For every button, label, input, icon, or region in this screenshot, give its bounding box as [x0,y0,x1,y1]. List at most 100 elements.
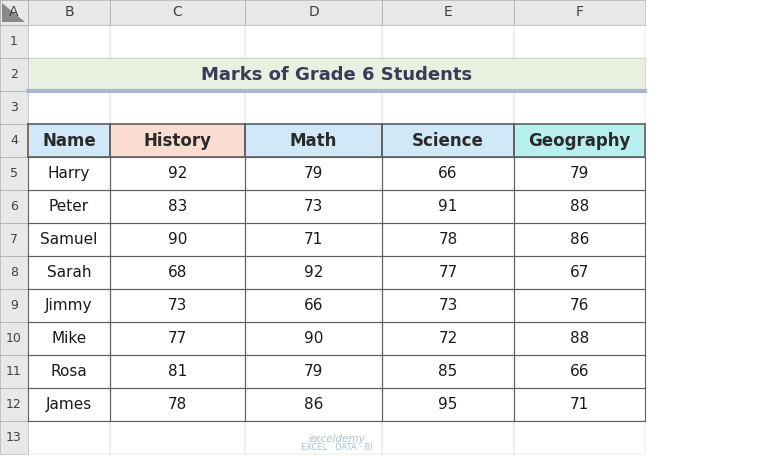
Text: B: B [64,6,74,19]
Bar [110,25,245,58]
Bar [28,355,110,388]
Text: 76: 76 [570,298,589,313]
Text: 92: 92 [168,166,187,181]
Text: 68: 68 [168,265,187,280]
Text: 91: 91 [438,199,458,214]
Bar [382,421,514,454]
Text: 85: 85 [439,364,458,379]
Bar [110,322,245,355]
Text: 6: 6 [10,200,18,213]
Bar [245,91,382,124]
Text: 12: 12 [6,398,22,411]
Text: 73: 73 [168,298,187,313]
Bar [382,124,514,157]
Bar [514,355,645,388]
Text: 11: 11 [6,365,22,378]
Bar [28,223,110,256]
Bar [382,388,514,421]
Bar [382,0,514,25]
Bar [28,322,110,355]
Text: 73: 73 [304,199,323,214]
Bar [245,388,382,421]
Bar [0,355,28,388]
Bar [245,25,382,58]
Text: 67: 67 [570,265,589,280]
Bar [28,91,110,124]
Text: Mike: Mike [51,331,87,346]
Text: 78: 78 [168,397,187,412]
Bar [0,58,28,91]
Bar [382,91,514,124]
Text: 79: 79 [570,166,589,181]
Text: 73: 73 [438,298,458,313]
Bar [0,157,28,190]
Text: F: F [575,6,584,19]
Text: 83: 83 [168,199,187,214]
Bar [245,190,382,223]
Bar [28,157,110,190]
Bar [28,289,110,322]
Text: 4: 4 [10,134,18,147]
Text: Harry: Harry [48,166,91,181]
Bar [0,388,28,421]
Bar [245,355,382,388]
Bar [514,322,645,355]
Text: C: C [173,6,183,19]
Bar [28,0,110,25]
Text: Rosa: Rosa [51,364,87,379]
Text: D: D [308,6,319,19]
Bar [0,421,28,454]
Text: 72: 72 [439,331,458,346]
Text: EXCEL · DATA · BI: EXCEL · DATA · BI [301,443,373,452]
Text: James: James [46,397,92,412]
Bar [110,289,245,322]
Text: 88: 88 [570,331,589,346]
Text: exceldemy: exceldemy [308,434,365,444]
Bar [245,223,382,256]
Text: 92: 92 [304,265,323,280]
Text: 10: 10 [6,332,22,345]
Bar [110,355,245,388]
Bar [28,58,645,91]
Text: 90: 90 [168,232,187,247]
Bar [245,289,382,322]
Text: 1: 1 [10,35,18,48]
Text: A: A [9,6,18,19]
Text: Peter: Peter [49,199,89,214]
Text: 81: 81 [168,364,187,379]
Bar [0,25,28,58]
Bar [514,25,645,58]
Text: 2: 2 [10,68,18,81]
Bar [245,157,382,190]
Bar [0,124,28,157]
Bar [245,421,382,454]
Text: 77: 77 [168,331,187,346]
Text: 78: 78 [439,232,458,247]
Bar [382,157,514,190]
Bar [110,256,245,289]
Text: 79: 79 [304,364,323,379]
Text: 86: 86 [570,232,589,247]
Bar [514,190,645,223]
Text: Jimmy: Jimmy [45,298,93,313]
Bar [245,322,382,355]
Bar [0,91,28,124]
Bar [514,91,645,124]
Text: Marks of Grade 6 Students: Marks of Grade 6 Students [201,65,472,84]
Text: 66: 66 [304,298,323,313]
Text: 88: 88 [570,199,589,214]
Bar [245,0,382,25]
Bar [110,223,245,256]
Bar [382,322,514,355]
Bar [110,157,245,190]
Text: 5: 5 [10,167,18,180]
Bar [514,388,645,421]
Bar [382,289,514,322]
Text: 86: 86 [304,397,323,412]
Bar [382,223,514,256]
Text: 77: 77 [439,265,458,280]
Bar [514,223,645,256]
Text: Geography: Geography [528,132,630,149]
Bar [0,256,28,289]
Text: 79: 79 [304,166,323,181]
